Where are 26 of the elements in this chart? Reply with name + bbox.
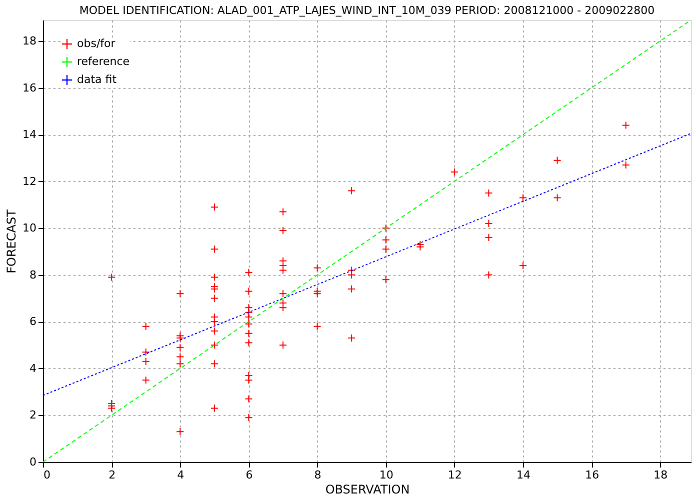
legend-label: data fit [77,73,118,86]
y-tick-label: 12 [22,174,36,188]
x-tick-label: 12 [448,468,462,482]
legend-label: obs/for [77,37,116,50]
y-tick-label: 4 [30,362,36,375]
y-tick-label: 16 [22,81,36,94]
x-tick-label: 6 [246,468,253,482]
x-tick-label: 14 [516,468,530,482]
legend-label: reference [77,55,130,68]
x-tick-label: 10 [379,468,394,482]
y-tick-label: 10 [22,222,36,235]
y-tick-label: 6 [30,315,36,328]
y-tick-label: 18 [22,34,36,48]
y-axis-title: FORECAST [4,208,19,274]
y-tick-label: 2 [30,408,36,422]
x-tick-label: 2 [108,468,116,482]
x-tick-label: 4 [177,468,184,482]
y-tick-label: 8 [30,268,36,282]
x-tick-label: 18 [654,468,668,482]
chart-title: MODEL IDENTIFICATION: ALAD_001_ATP_LAJES_WIND_INT_10M_039 PERIOD: 2008121000 - 2009022800 [79,4,655,17]
x-tick-label: 0 [44,468,50,482]
x-tick-label: 16 [585,468,600,482]
y-tick-label: 14 [22,128,36,142]
x-axis-title: OBSERVATION [325,482,410,496]
x-tick-label: 8 [314,468,322,482]
y-tick-label: 0 [30,456,36,468]
